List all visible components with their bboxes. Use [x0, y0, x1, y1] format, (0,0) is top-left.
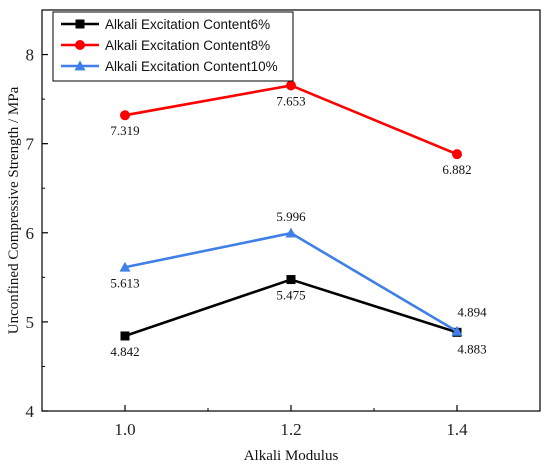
legend-item: Alkali Excitation Content6% [61, 17, 270, 32]
series-layer [119, 80, 463, 341]
data-point [120, 331, 130, 341]
x-tick-label: 1.2 [280, 420, 301, 439]
data-label: 6.882 [442, 162, 471, 177]
y-tick-label: 6 [26, 224, 35, 243]
legend-label: Alkali Excitation Content8% [105, 38, 270, 53]
data-point [120, 110, 130, 121]
legend-label: Alkali Excitation Content10% [105, 59, 278, 74]
y-tick-label: 7 [26, 135, 35, 154]
data-point [451, 325, 463, 336]
data-point [286, 80, 296, 91]
y-axis: 4 5 6 7 8 [26, 9, 48, 421]
y-axis-title: Unconfined Compressive Strength / MPa [6, 86, 22, 334]
series-3 [119, 227, 463, 336]
legend-item: Alkali Excitation Content10% [61, 59, 278, 74]
series-1 [120, 275, 462, 341]
x-axis: 1.0 1.2 1.4 [41, 405, 541, 439]
data-label: 5.613 [110, 275, 139, 290]
y-tick-label: 4 [26, 402, 35, 421]
data-labels: 4.842 5.475 4.883 7.319 7.653 6.882 5.613 5.996… [110, 93, 487, 358]
legend-marker [75, 40, 85, 50]
x-axis-title: Alkali Modulus [244, 448, 339, 464]
series-2 [120, 80, 462, 160]
data-label: 4.842 [110, 344, 139, 359]
legend-marker [74, 60, 86, 71]
data-point [119, 261, 131, 272]
y-tick-label: 8 [26, 46, 35, 65]
data-label: 4.894 [457, 304, 487, 319]
data-point [286, 275, 296, 285]
legend-label: Alkali Excitation Content6% [105, 17, 270, 32]
data-label: 7.653 [276, 93, 305, 108]
x-tick-label: 1.4 [446, 420, 468, 439]
data-label: 7.319 [110, 123, 139, 138]
legend-item: Alkali Excitation Content8% [61, 38, 270, 53]
data-label: 5.475 [276, 288, 305, 303]
data-label: 4.883 [457, 341, 486, 356]
data-point [452, 149, 462, 160]
x-tick-label: 1.0 [114, 420, 135, 439]
legend-marker [75, 19, 85, 29]
data-point [285, 227, 297, 238]
legend: Alkali Excitation Content6% Alkali Excita… [52, 11, 294, 82]
data-label: 5.996 [276, 209, 306, 224]
y-tick-label: 5 [26, 313, 35, 332]
